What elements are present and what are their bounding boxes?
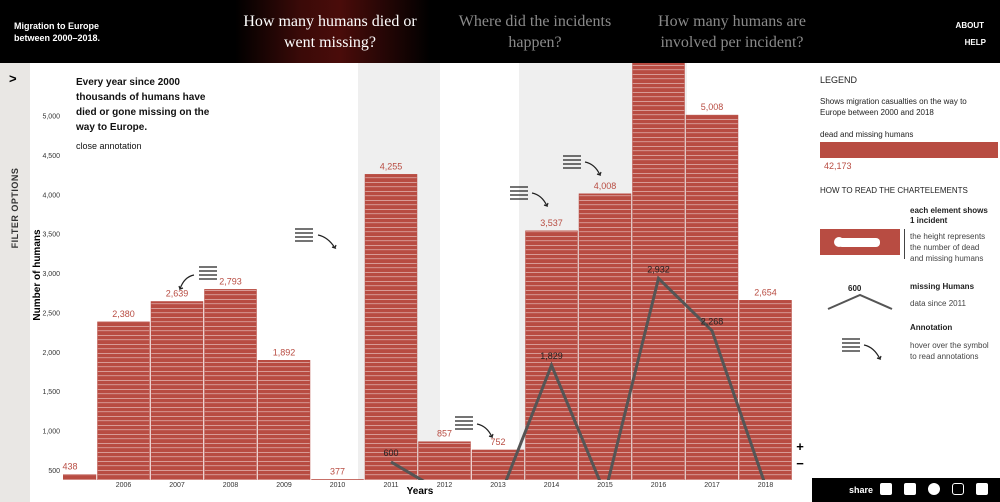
tab[interactable]: How many humans died or went missing? xyxy=(243,13,417,51)
bar-value-label: 2,654 xyxy=(754,287,777,297)
y-tick-label: 4,500 xyxy=(42,153,60,160)
line-value-label: 600 xyxy=(383,448,398,458)
height-bracket xyxy=(904,229,905,259)
bar xyxy=(632,63,685,480)
filter-label[interactable]: FILTER OPTIONS xyxy=(10,167,20,249)
annotation-description: hover over the symbol to read annotation… xyxy=(910,341,989,361)
x-tick-label: 2010 xyxy=(330,482,346,489)
about-link[interactable]: ABOUT xyxy=(955,21,984,30)
x-tick-label: 2009 xyxy=(276,482,292,489)
chart: Years Number of humans + − 500 1,000 1,500… xyxy=(32,63,808,497)
footer: share xyxy=(812,478,1000,502)
y-tick-label: 1,500 xyxy=(42,389,60,396)
header: Migration to Europe between 2000–2018. H… xyxy=(0,0,1000,63)
pinterest-icon[interactable] xyxy=(928,483,940,495)
x-tick-label: 2018 xyxy=(758,482,774,489)
legend-title: LEGEND xyxy=(820,75,858,85)
missing-line xyxy=(390,275,766,480)
x-axis-title: Years xyxy=(407,486,434,497)
legend-panel: LEGEND Shows migration casualties on the… xyxy=(812,63,1000,478)
element-icon xyxy=(820,229,900,255)
annotation-icon xyxy=(842,338,882,361)
legend-swatch xyxy=(820,142,998,158)
bar xyxy=(578,193,632,480)
bar-value-label: 377 xyxy=(330,466,345,476)
share-label: share xyxy=(849,485,874,495)
bar xyxy=(204,289,257,480)
x-tick-label: 2006 xyxy=(116,482,132,489)
facebook-icon[interactable] xyxy=(904,483,916,495)
legend-description: Shows migration casualties on the way to… xyxy=(820,97,967,117)
line-value-label: 1,829 xyxy=(540,351,563,361)
bar xyxy=(257,360,311,480)
help-link[interactable]: HELP xyxy=(964,38,986,47)
bar-value-label: 2,793 xyxy=(219,276,242,286)
bar-value-label: 1,892 xyxy=(273,347,296,357)
y-tick-label: 3,500 xyxy=(42,232,60,239)
instagram-icon[interactable] xyxy=(952,483,964,495)
element-description: the height represents the number of dead… xyxy=(910,232,986,263)
bar xyxy=(739,300,792,480)
bar xyxy=(525,230,578,480)
line-value-label: 2,932 xyxy=(647,264,670,274)
x-tick-label: 2008 xyxy=(223,482,239,489)
element-title: each element shows 1 incident xyxy=(910,206,988,225)
site-title[interactable]: Migration to Europe between 2000–2018. xyxy=(14,21,101,43)
tab[interactable]: How many humans are involved per inciden… xyxy=(658,13,806,51)
bar-value-label: 752 xyxy=(490,437,505,447)
bar-value-label: 2,639 xyxy=(166,288,189,298)
x-tick-label: 2016 xyxy=(651,482,667,489)
how-to-title: HOW TO READ THE CHARTELEMENTS xyxy=(820,186,968,195)
x-tick-label: 2014 xyxy=(544,482,560,489)
mail-icon[interactable] xyxy=(976,483,988,495)
bar-value-label: 438 xyxy=(62,462,77,472)
y-tick-label: 3,000 xyxy=(42,271,60,278)
bar xyxy=(685,114,739,480)
bar-value-label: 4,008 xyxy=(594,181,617,191)
line-title: missing Humans xyxy=(910,282,975,291)
legend-series: dead and missing humans xyxy=(820,130,914,139)
filter-sidebar[interactable]: > FILTER OPTIONS xyxy=(0,63,30,502)
y-axis-title: Number of humans xyxy=(32,229,43,321)
bar xyxy=(63,474,97,480)
zoom-out-icon[interactable]: − xyxy=(796,456,804,471)
x-tick-label: 2015 xyxy=(597,482,613,489)
y-tick-label: 2,000 xyxy=(42,350,60,357)
annotation-text: Every year since 2000 thousands of human… xyxy=(76,77,210,133)
line-icon xyxy=(827,293,893,310)
zoom-in[interactable] xyxy=(792,440,808,454)
bar-value-label: 5,008 xyxy=(701,102,724,112)
x-tick-label: 2012 xyxy=(437,482,453,489)
line-value: 600 xyxy=(848,284,862,293)
x-tick-label: 2017 xyxy=(704,482,720,489)
expand-arrow[interactable]: > xyxy=(9,71,17,86)
bar-value-label: 4,255 xyxy=(380,161,403,171)
tab[interactable]: Where did the incidents happen? xyxy=(458,13,612,51)
y-tick-label: 2,500 xyxy=(42,310,60,317)
x-tick-label: 2007 xyxy=(169,482,185,489)
line-description: data since 2011 xyxy=(910,299,966,308)
x-tick-label: 2011 xyxy=(383,482,398,489)
bar xyxy=(311,479,364,480)
y-tick-label: 5,000 xyxy=(42,114,60,121)
bar-value-label: 3,537 xyxy=(540,218,563,228)
bar xyxy=(364,174,418,480)
y-tick-label: 4,000 xyxy=(42,192,60,199)
bar-value-label: 857 xyxy=(437,429,452,439)
legend-total: 42,173 xyxy=(824,161,852,171)
y-tick-label: 1,000 xyxy=(42,428,60,435)
twitter-icon[interactable] xyxy=(880,483,892,495)
close-annotation[interactable]: close annotation xyxy=(76,141,142,151)
y-tick-label: 500 xyxy=(48,468,60,475)
bar xyxy=(418,441,471,480)
annotation-title: Annotation xyxy=(910,323,953,332)
bar xyxy=(97,321,150,480)
line-value-label: 2,268 xyxy=(701,317,724,327)
bar xyxy=(150,301,204,480)
annotation-icons[interactable] xyxy=(178,155,602,439)
bar-value-label: 2,380 xyxy=(112,309,135,319)
x-tick-label: 2013 xyxy=(490,482,506,489)
zoom-in-icon[interactable]: + xyxy=(796,439,804,454)
